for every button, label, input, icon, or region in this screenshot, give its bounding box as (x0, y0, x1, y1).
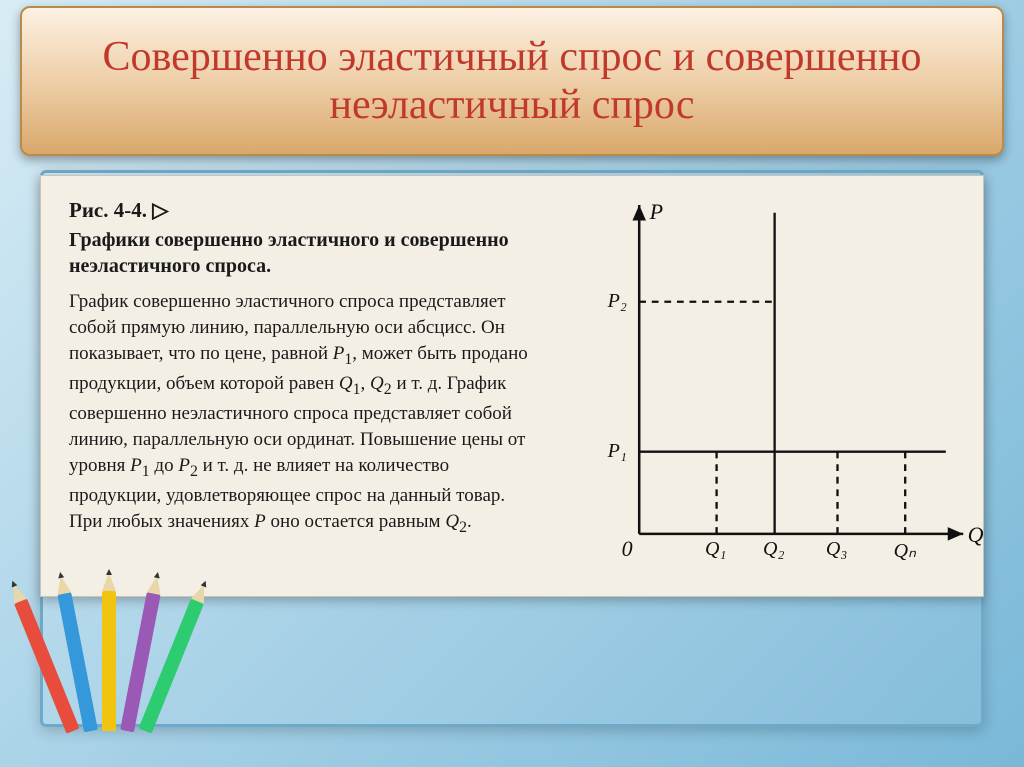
chart-panel: P Q 0 P₁ P₂ Q₁ Q₂ Q₃ Qₙ (557, 176, 983, 596)
pencil-icon (102, 591, 116, 731)
slide: Рис. 4-4. ▷ Графики совершенно эластично… (0, 0, 1024, 767)
tick-p1: P₁ (608, 440, 627, 463)
origin-label: 0 (622, 536, 633, 562)
title-banner: Совершенно эластичный спрос и совершенно… (20, 6, 1004, 156)
demand-elasticity-chart (557, 176, 983, 582)
pencils-decoration (54, 581, 164, 731)
y-axis-label: P (650, 199, 663, 225)
tick-q3: Q₃ (826, 538, 847, 561)
tick-q1: Q₁ (705, 538, 726, 561)
figure-body: График совершенно эластичного спроса пре… (69, 289, 539, 539)
textbook-scan: Рис. 4-4. ▷ Графики совершенно эластично… (40, 175, 984, 597)
figure-label: Рис. 4-4. ▷ (69, 198, 539, 223)
x-axis-label: Q (968, 522, 984, 548)
figure-caption: Графики совершенно эластичного и соверше… (69, 227, 539, 279)
tick-q2: Q₂ (763, 538, 784, 561)
figure-text-column: Рис. 4-4. ▷ Графики совершенно эластично… (41, 176, 557, 596)
slide-title: Совершенно эластичный спрос и совершенно… (42, 33, 982, 130)
tick-p2: P₂ (608, 290, 627, 313)
tick-qn: Qₙ (894, 538, 916, 563)
